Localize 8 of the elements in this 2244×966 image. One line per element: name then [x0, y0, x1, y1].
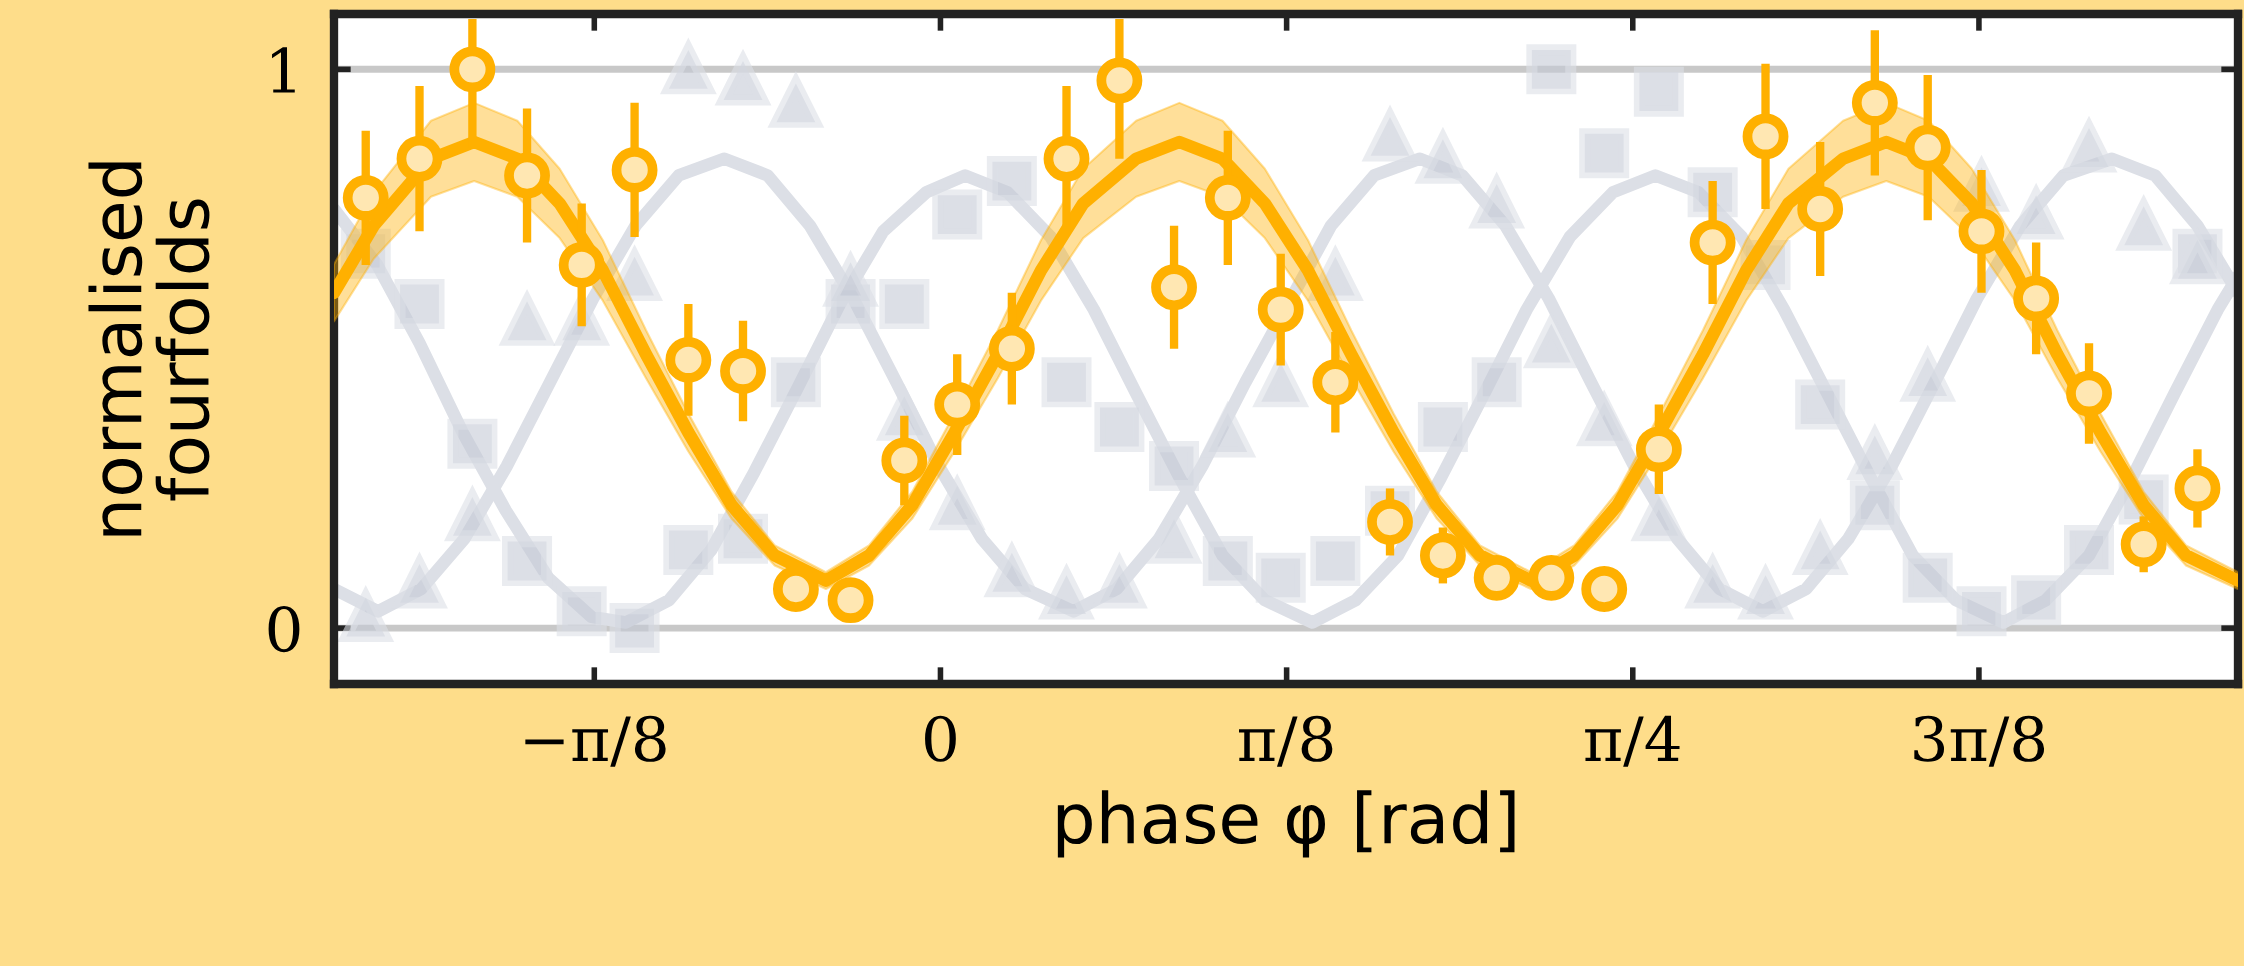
x-tick-label: π/8: [1239, 715, 1333, 767]
x-axis-title: phase φ [rad]: [1057, 790, 1515, 858]
x-tick-label: −π/8: [525, 715, 666, 767]
x-tick-label: 0: [925, 715, 956, 762]
x-tick-label: π/4: [1585, 715, 1680, 767]
y-tick-label: 1: [272, 47, 295, 93]
y-axis-title: normalised fourfolds: [88, 162, 210, 536]
x-tick-label: 3π/8: [1914, 715, 2045, 767]
